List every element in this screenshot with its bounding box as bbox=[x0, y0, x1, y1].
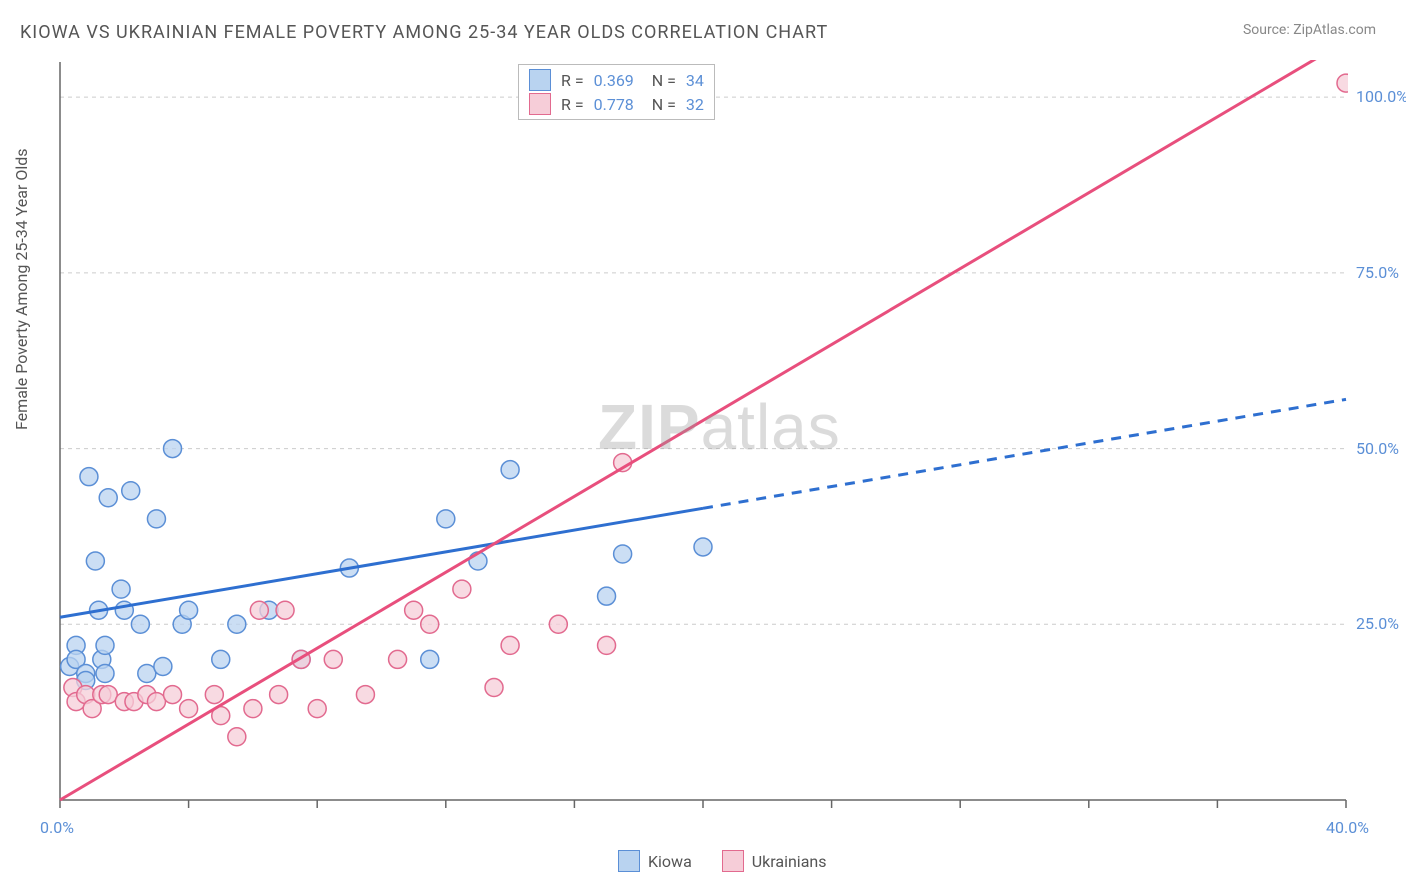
y-tick-label: 50.0% bbox=[1356, 439, 1399, 458]
correlation-legend: R = 0.369 N = 34 R = 0.778 N = 32 bbox=[518, 64, 715, 120]
x-tick-label: 0.0% bbox=[40, 818, 74, 837]
x-tick-label: 40.0% bbox=[1326, 818, 1369, 837]
legend-stat-row: R = 0.778 N = 32 bbox=[529, 93, 704, 115]
legend-r-label: R = bbox=[561, 71, 584, 90]
legend-swatch bbox=[722, 850, 744, 872]
legend-n-value: 34 bbox=[686, 71, 704, 90]
legend-stat-row: R = 0.369 N = 34 bbox=[529, 69, 704, 91]
legend-series-name: Kiowa bbox=[648, 852, 692, 871]
chart-title: KIOWA VS UKRAINIAN FEMALE POVERTY AMONG … bbox=[20, 22, 828, 43]
legend-swatch bbox=[529, 69, 551, 91]
correlation-chart: R =0.369 N =34R =0.778 N =32 25.0%50.0%7… bbox=[58, 60, 1348, 830]
y-tick-label: 25.0% bbox=[1356, 614, 1399, 633]
legend-n-value: 32 bbox=[686, 95, 704, 114]
series-legend: Kiowa Ukrainians bbox=[618, 850, 827, 872]
legend-r-value: 0.778 bbox=[594, 95, 634, 114]
legend-r-value: 0.369 bbox=[594, 71, 634, 90]
legend-r-label: R = bbox=[561, 95, 584, 114]
legend-n-label: N = bbox=[644, 71, 676, 90]
legend-series-item: Kiowa bbox=[618, 850, 692, 872]
legend-series-item: Ukrainians bbox=[722, 850, 827, 872]
chart-svg bbox=[58, 60, 1348, 830]
legend-swatch bbox=[618, 850, 640, 872]
legend-n-label: N = bbox=[644, 95, 676, 114]
y-axis-label: Female Poverty Among 25-34 Year Olds bbox=[12, 148, 31, 430]
y-tick-label: 100.0% bbox=[1356, 87, 1406, 106]
legend-series-name: Ukrainians bbox=[752, 852, 827, 871]
y-tick-label: 75.0% bbox=[1356, 263, 1399, 282]
legend-swatch bbox=[529, 93, 551, 115]
source-label: Source: ZipAtlas.com bbox=[1243, 22, 1376, 38]
